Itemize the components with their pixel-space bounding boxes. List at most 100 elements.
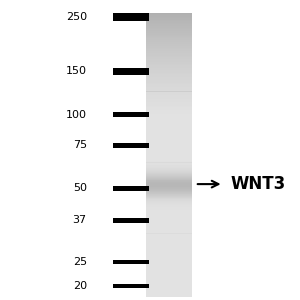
Bar [146,51,192,52]
Bar [146,47,192,48]
Text: 50: 50 [73,183,87,193]
Bar [146,254,192,255]
Bar [146,69,192,70]
Bar [146,157,192,158]
Bar [113,260,148,264]
Bar [146,168,192,169]
Bar [146,99,192,100]
Bar [146,187,192,188]
Bar [146,91,192,92]
Bar [146,199,192,200]
Bar [146,175,192,176]
Bar [146,270,192,272]
Bar [146,242,192,243]
Bar [146,190,192,191]
Bar [146,61,192,62]
Bar [146,250,192,251]
Bar [146,38,192,39]
Bar [146,26,192,27]
Bar [146,121,192,122]
Text: 37: 37 [73,215,87,225]
Bar [146,147,192,148]
Bar [146,210,192,211]
Bar [146,16,192,17]
Bar [146,191,192,192]
Text: 25: 25 [73,257,87,267]
Bar [146,108,192,109]
Bar [146,243,192,244]
Bar [146,46,192,47]
Bar [146,34,192,35]
Bar [146,90,192,91]
Bar [146,100,192,101]
Bar [146,138,192,139]
Bar [113,218,148,223]
Text: kDa: kDa [28,0,55,1]
Bar [146,225,192,226]
Bar [146,28,192,29]
Bar [146,207,192,208]
Bar [146,18,192,19]
Bar [146,66,192,67]
Bar [146,239,192,240]
Bar [146,244,192,245]
Bar [146,170,192,171]
Bar [146,76,192,77]
Bar [146,209,192,210]
Bar [146,186,192,187]
Bar [146,208,192,209]
Bar [146,81,192,82]
Bar [146,122,192,123]
Bar [113,112,148,117]
Bar [146,248,192,249]
Bar [146,89,192,90]
Bar [146,63,192,64]
Bar [146,173,192,174]
Bar [146,158,192,159]
Bar [146,145,192,146]
Bar [146,160,192,161]
Bar [146,291,192,292]
Text: WNT3: WNT3 [231,175,286,193]
Bar [146,48,192,49]
Bar [146,116,192,117]
Bar [146,237,192,238]
Bar [146,70,192,71]
Bar [146,182,192,183]
Bar [146,31,192,32]
Bar [146,159,192,160]
Bar [146,284,192,285]
Bar [146,276,192,277]
Bar [146,58,192,59]
Bar [146,181,192,182]
Bar [146,24,192,25]
Bar [146,41,192,42]
Bar [146,30,192,31]
Bar [146,50,192,51]
Bar [146,292,192,293]
Bar [146,189,192,190]
Bar [146,33,192,34]
Bar [146,56,192,57]
Bar [146,259,192,260]
Bar [146,13,192,297]
Bar [146,226,192,227]
Bar [146,86,192,87]
Bar [146,266,192,267]
Bar [146,252,192,253]
Bar [146,14,192,15]
Bar [146,163,192,164]
Bar [146,129,192,130]
Bar [146,222,192,223]
Bar [146,214,192,215]
Bar [146,193,192,194]
Bar [146,75,192,76]
Bar [146,227,192,228]
Bar [146,113,192,114]
Bar [146,211,192,212]
Bar [113,68,148,75]
Bar [146,263,192,264]
Bar [146,236,192,237]
Bar [146,144,192,145]
Bar [146,37,192,38]
